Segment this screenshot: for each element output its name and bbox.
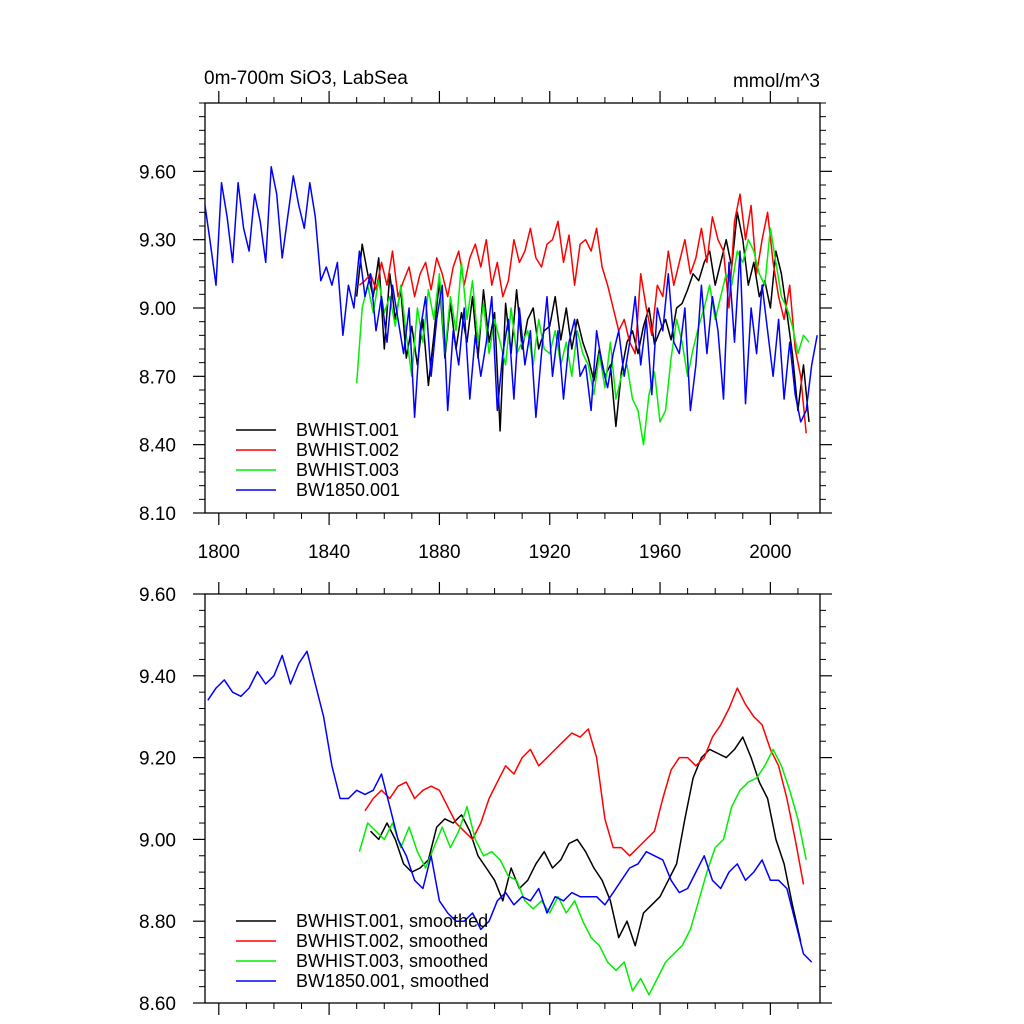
legend-label: BWHIST.003, smoothed xyxy=(296,951,488,971)
y-tick-label: 9.40 xyxy=(139,667,176,688)
chart-units: mmol/m^3 xyxy=(733,71,820,92)
y-tick-label: 8.80 xyxy=(139,912,176,933)
plot-frame xyxy=(204,593,821,1004)
legend-label: BW1850.001 xyxy=(296,480,400,500)
series-line-3 xyxy=(204,166,818,423)
series-line-2 xyxy=(355,227,810,446)
legend-label: BWHIST.001, smoothed xyxy=(296,911,488,931)
series-line-2 xyxy=(358,748,807,996)
bottom-panel: 8.60 8.80 9.00 9.20 9.40 9.60 BWHIST.001, smoo… xyxy=(139,582,832,1015)
x-tick-label: 1800 xyxy=(198,542,240,563)
series-line-0 xyxy=(355,211,810,432)
x-tick-label: 1920 xyxy=(529,542,571,563)
series-line-0 xyxy=(369,736,802,947)
y-tick-label: 9.00 xyxy=(139,830,176,851)
series-line-3 xyxy=(207,650,813,963)
y-tick-label: 9.30 xyxy=(139,231,176,252)
legend-label: BW1850.001, smoothed xyxy=(296,971,489,991)
y-tick-label: 9.00 xyxy=(139,299,176,320)
legend-label: BWHIST.001 xyxy=(296,420,399,440)
x-tick-label: 1840 xyxy=(308,542,350,563)
top-panel: 0m-700m SiO3, LabSea mmol/m^3 1800 1840 18… xyxy=(139,68,832,563)
legend-label: BWHIST.003 xyxy=(296,460,399,480)
y-tick-label: 8.60 xyxy=(139,994,176,1015)
y-tick-label: 8.10 xyxy=(139,504,176,525)
legend-label: BWHIST.002, smoothed xyxy=(296,931,488,951)
y-tick-label: 9.20 xyxy=(139,749,176,770)
y-tick-label: 8.70 xyxy=(139,367,176,388)
x-tick-label: 2000 xyxy=(749,542,791,563)
chart-title: 0m-700m SiO3, LabSea xyxy=(204,68,408,89)
series-line-1 xyxy=(364,687,805,885)
y-tick-label: 8.40 xyxy=(139,436,176,457)
legend-label: BWHIST.002 xyxy=(296,440,399,460)
series-line-1 xyxy=(358,193,807,434)
y-tick-label: 9.60 xyxy=(139,162,176,183)
x-tick-label: 1960 xyxy=(639,542,681,563)
x-tick-label: 1880 xyxy=(418,542,460,563)
y-tick-label: 9.60 xyxy=(139,585,176,606)
